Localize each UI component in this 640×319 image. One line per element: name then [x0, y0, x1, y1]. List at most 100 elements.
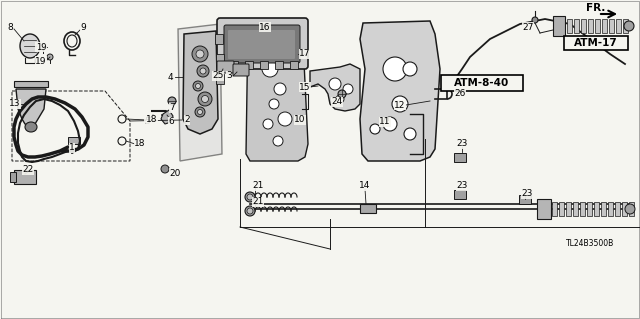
- Circle shape: [47, 54, 53, 60]
- Bar: [260, 61, 268, 69]
- Text: 22: 22: [22, 166, 34, 174]
- Text: 12: 12: [394, 100, 406, 109]
- Circle shape: [195, 84, 200, 88]
- Bar: [454, 190, 466, 199]
- Text: 10: 10: [294, 115, 306, 124]
- Bar: [559, 202, 564, 216]
- Bar: [574, 19, 579, 33]
- Bar: [216, 74, 224, 84]
- Bar: [545, 202, 550, 216]
- Text: 8: 8: [7, 23, 13, 32]
- Circle shape: [625, 204, 635, 214]
- Circle shape: [198, 109, 202, 115]
- Bar: [215, 34, 223, 44]
- Circle shape: [192, 46, 208, 62]
- Text: 20: 20: [170, 168, 180, 177]
- Circle shape: [278, 112, 292, 126]
- Ellipse shape: [25, 122, 37, 132]
- Bar: [519, 195, 531, 204]
- Bar: [609, 19, 614, 33]
- Bar: [616, 19, 621, 33]
- Text: 23: 23: [456, 139, 468, 149]
- FancyBboxPatch shape: [217, 61, 234, 73]
- Circle shape: [273, 136, 283, 146]
- FancyBboxPatch shape: [228, 30, 295, 59]
- Circle shape: [247, 208, 253, 214]
- Bar: [553, 16, 565, 36]
- Ellipse shape: [67, 35, 77, 47]
- Bar: [216, 54, 224, 64]
- Text: 17: 17: [300, 49, 311, 58]
- Text: 18: 18: [134, 139, 146, 149]
- Circle shape: [263, 119, 273, 129]
- Polygon shape: [16, 89, 46, 127]
- Polygon shape: [14, 81, 48, 87]
- Text: 21: 21: [252, 197, 264, 206]
- Text: 14: 14: [359, 182, 371, 190]
- Circle shape: [338, 90, 346, 98]
- Bar: [454, 153, 466, 162]
- Text: 5: 5: [144, 117, 150, 127]
- Bar: [615, 202, 620, 216]
- Bar: [566, 202, 571, 216]
- Circle shape: [262, 61, 278, 77]
- Text: 13: 13: [9, 100, 20, 108]
- Circle shape: [193, 81, 203, 91]
- Bar: [245, 61, 253, 69]
- Text: 16: 16: [259, 23, 271, 32]
- Bar: [573, 202, 578, 216]
- FancyBboxPatch shape: [564, 36, 628, 50]
- Circle shape: [336, 95, 344, 103]
- Circle shape: [383, 57, 407, 81]
- Text: 23: 23: [456, 182, 468, 190]
- Circle shape: [370, 124, 380, 134]
- Bar: [537, 199, 551, 219]
- Bar: [588, 19, 593, 33]
- Polygon shape: [161, 110, 173, 124]
- Circle shape: [161, 165, 169, 173]
- Text: 6: 6: [168, 117, 174, 127]
- FancyBboxPatch shape: [217, 18, 308, 69]
- Text: 25: 25: [212, 71, 224, 80]
- Bar: [595, 19, 600, 33]
- Bar: [602, 19, 607, 33]
- Bar: [560, 19, 565, 33]
- Circle shape: [383, 117, 397, 131]
- Bar: [230, 61, 238, 69]
- Bar: [601, 202, 606, 216]
- Text: 11: 11: [380, 117, 391, 127]
- Bar: [14, 170, 36, 184]
- Circle shape: [532, 17, 538, 23]
- Text: 19: 19: [35, 56, 47, 65]
- Bar: [587, 202, 592, 216]
- Text: 26: 26: [454, 90, 466, 99]
- Bar: [581, 19, 586, 33]
- Polygon shape: [183, 31, 218, 134]
- FancyBboxPatch shape: [233, 64, 249, 76]
- Circle shape: [329, 78, 341, 90]
- Text: 4: 4: [167, 72, 173, 81]
- Text: ATM-8-40: ATM-8-40: [454, 78, 509, 88]
- Bar: [290, 61, 298, 69]
- Circle shape: [195, 107, 205, 117]
- Text: 24: 24: [332, 98, 342, 107]
- Circle shape: [269, 99, 279, 109]
- Text: 3: 3: [226, 71, 232, 80]
- Circle shape: [245, 192, 255, 202]
- Bar: [608, 202, 613, 216]
- Circle shape: [624, 21, 634, 31]
- Bar: [594, 202, 599, 216]
- Text: 21: 21: [252, 182, 264, 190]
- Bar: [552, 202, 557, 216]
- Bar: [360, 204, 376, 213]
- Bar: [580, 202, 585, 216]
- Polygon shape: [360, 21, 440, 161]
- Circle shape: [343, 84, 353, 94]
- Text: 7: 7: [169, 103, 175, 113]
- Circle shape: [392, 96, 408, 112]
- Text: 2: 2: [184, 115, 190, 124]
- Circle shape: [40, 44, 46, 50]
- Polygon shape: [310, 64, 360, 111]
- Circle shape: [197, 65, 209, 77]
- Text: 15: 15: [300, 83, 311, 92]
